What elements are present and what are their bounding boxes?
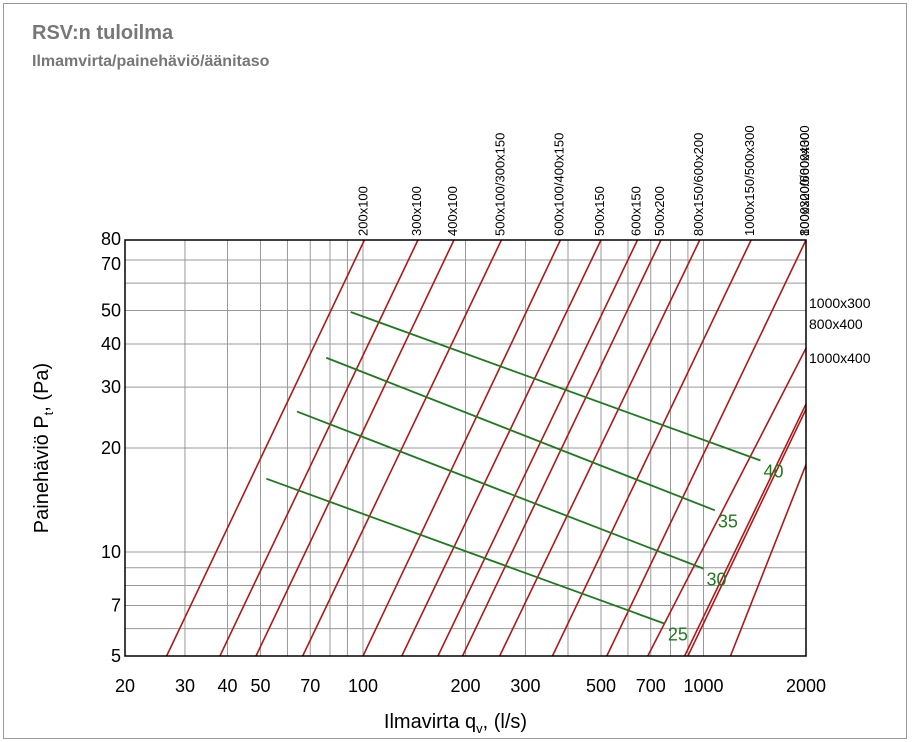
size-label-top-200x100: 200x100 <box>355 186 370 236</box>
y-tick-50: 50 <box>101 301 121 321</box>
x-axis-label-main: Ilmavirta q <box>384 711 476 733</box>
size-line-500x150 <box>401 239 602 657</box>
size-labels-top: 200x100 300x100 400x100 500x100/300x150 600x… <box>355 125 812 236</box>
grid <box>124 239 807 657</box>
size-label-right-800x400: 800x400 <box>809 316 863 332</box>
size-label-top-800x150-600x200: 800x150/600x200 <box>691 133 706 236</box>
size-label-top-1000x200-600x300: 1000x200/600x300 <box>797 125 812 236</box>
chart-title: RSV:n tuloilma <box>32 22 174 44</box>
size-line-1000x300 <box>683 403 807 657</box>
x-tick-2000: 2000 <box>786 676 826 696</box>
size-line-1000x150-500x300 <box>551 239 752 657</box>
y-tick-30: 30 <box>101 377 121 397</box>
chart-subtitle: Ilmamvirta/painehäviö/äänitaso <box>32 53 270 70</box>
x-axis-label: Ilmavirta qv, (l/s) <box>384 711 527 736</box>
size-label-top-600x150: 600x150 <box>629 186 644 236</box>
size-label-top-300x100: 300x100 <box>409 186 424 236</box>
y-tick-7: 7 <box>111 596 121 616</box>
x-tick-50: 50 <box>250 676 270 696</box>
size-line-200x100 <box>165 239 366 657</box>
size-line-1000x200-600x300 <box>606 239 807 657</box>
y-tick-70: 70 <box>101 254 121 274</box>
y-axis-label: Painehäviö Pt, (Pa) <box>31 363 56 533</box>
x-tick-300: 300 <box>510 676 540 696</box>
sound-line-40 <box>350 311 761 462</box>
sound-label-35: 35 <box>718 511 738 531</box>
size-line-600x150 <box>437 239 639 657</box>
sound-line-35 <box>325 356 716 512</box>
size-label-top-500x200: 500x200 <box>652 186 667 236</box>
y-axis-label-sub: t <box>41 411 56 415</box>
sound-level-labels: 40 35 30 25 <box>668 462 784 645</box>
size-label-top-500x100-300x150: 500x100/300x150 <box>492 133 507 236</box>
size-line-300x100 <box>219 239 419 657</box>
size-line-800x300-600x400 <box>647 347 807 657</box>
y-tick-5: 5 <box>111 646 121 666</box>
size-line-500x200 <box>461 239 662 657</box>
x-tick-100: 100 <box>348 676 378 696</box>
x-axis-label-suffix: , (l/s) <box>483 711 527 733</box>
size-label-right-1000x300: 1000x300 <box>809 295 871 311</box>
y-axis-label-main: Painehäviö P <box>31 415 53 533</box>
size-line-400x100 <box>255 239 455 657</box>
y-tick-40: 40 <box>101 334 121 354</box>
chart-frame <box>3 3 907 739</box>
size-label-top-500x150: 500x150 <box>592 186 607 236</box>
size-label-top-1000x150-500x300: 1000x150/500x300 <box>742 125 757 236</box>
x-tick-1000: 1000 <box>683 676 723 696</box>
x-tick-500: 500 <box>586 676 616 696</box>
y-axis-label-suffix: , (Pa) <box>31 363 53 412</box>
x-tick-40: 40 <box>217 676 237 696</box>
y-tick-labels: 5 7 10 20 30 40 50 70 80 <box>101 229 121 666</box>
sound-label-30: 30 <box>706 570 726 590</box>
size-label-top-800x300-600x400: 800x300/600x400 <box>797 133 812 236</box>
size-label-top-400x100: 400x100 <box>445 186 460 236</box>
x-tick-30: 30 <box>175 676 195 696</box>
size-line-1000x400 <box>729 464 807 657</box>
y-tick-20: 20 <box>101 438 121 458</box>
sound-label-25: 25 <box>668 625 688 645</box>
size-line-800x400 <box>687 408 807 657</box>
x-tick-20: 20 <box>115 676 135 696</box>
sound-line-25 <box>265 477 666 625</box>
size-label-top-600x100-400x150: 600x100/400x150 <box>551 133 566 236</box>
sound-line-30 <box>296 410 704 570</box>
size-series-lines <box>165 239 807 657</box>
plot-border <box>124 239 807 657</box>
y-tick-80: 80 <box>101 229 121 249</box>
x-tick-labels: 20 30 40 50 70 100 200 300 500 700 1000 2000 <box>115 676 826 696</box>
size-label-right-1000x400: 1000x400 <box>809 350 871 366</box>
size-line-800x150-600x200 <box>498 239 701 657</box>
x-tick-200: 200 <box>450 676 480 696</box>
size-line-600x100-400x150 <box>362 239 562 657</box>
x-axis-label-sub: v <box>476 721 483 736</box>
size-labels-right: 1000x300 800x400 1000x400 <box>809 295 871 366</box>
x-tick-700: 700 <box>636 676 666 696</box>
sound-label-40: 40 <box>763 462 783 482</box>
sound-level-lines <box>265 311 761 625</box>
x-tick-70: 70 <box>300 676 320 696</box>
size-line-500x100-300x150 <box>301 239 503 657</box>
y-tick-10: 10 <box>101 542 121 562</box>
